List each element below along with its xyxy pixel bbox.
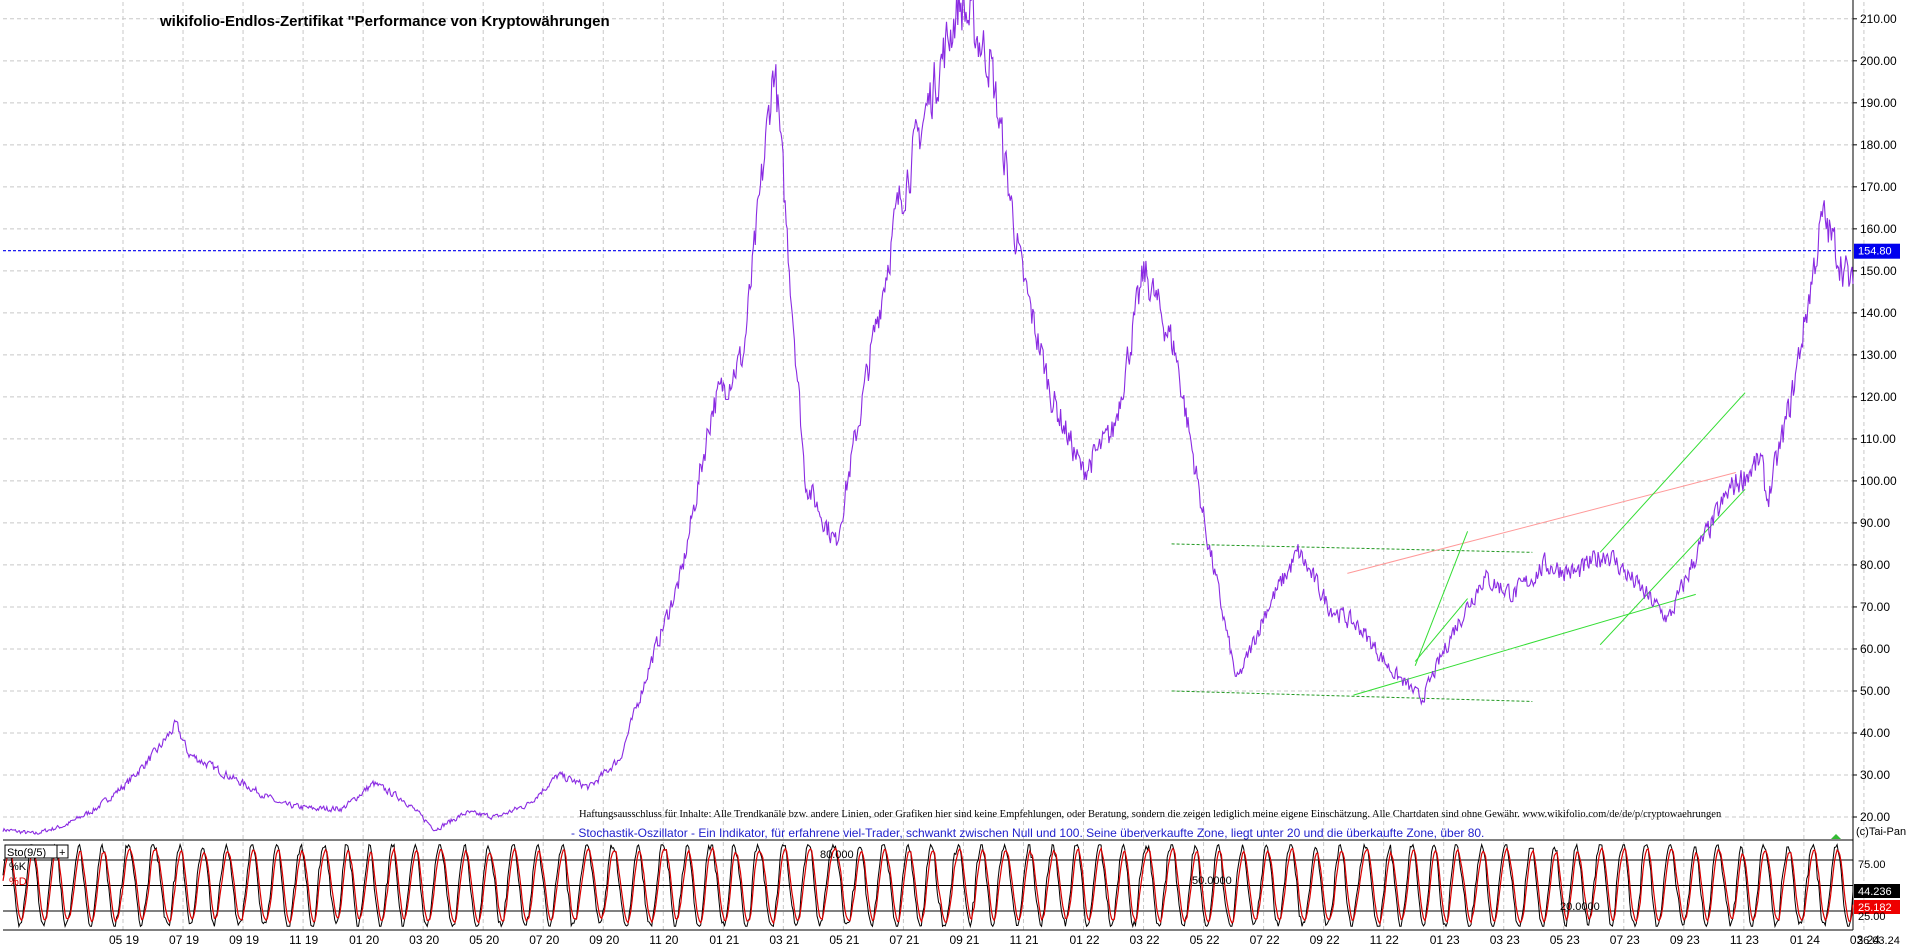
copyright-label: (c)Tai-Pan (1856, 826, 1906, 838)
y-tick-label: 90.00 (1860, 516, 1890, 530)
y-tick-label: 200.00 (1860, 54, 1897, 68)
date-axis: 05 19 07 19 09 19 11 19 01 20 03 20 05 20 07 20… (109, 933, 1880, 947)
x-tick-label: 03 20 (409, 933, 439, 947)
x-tick-label: 01 23 (1430, 933, 1460, 947)
trend-lines (1171, 392, 1746, 702)
x-tick-label: 07 19 (169, 933, 199, 947)
x-tick-label: 05 22 (1190, 933, 1220, 947)
x-tick-label: 09 22 (1310, 933, 1340, 947)
y-tick-label: 160.00 (1860, 222, 1897, 236)
x-tick-label: 09 23 (1670, 933, 1700, 947)
x-tick-label: 11 20 (649, 933, 678, 947)
y-tick-label: 120.00 (1860, 390, 1897, 404)
price-axis: 20.00 30.00 40.00 50.00 60.00 70.00 80.00 90.00… (1853, 12, 1897, 824)
y-tick-label: 110.00 (1860, 432, 1896, 446)
y-tick-label: 40.00 (1860, 726, 1890, 740)
y-tick-label: 180.00 (1860, 138, 1897, 152)
y-tick-label: 190.00 (1860, 96, 1897, 110)
disclaimer-text: Haftungsausschluss für Inhalte: Alle Tre… (579, 809, 1722, 820)
x-tick-label: 09 21 (949, 933, 979, 947)
level-80-label: 80.000 (820, 849, 854, 861)
add-indicator-button[interactable] (56, 844, 69, 859)
x-tick-label: 09 20 (589, 933, 619, 947)
y-tick-label: 20.00 (1860, 810, 1890, 824)
channel-lower-line (1414, 598, 1468, 662)
last-price-badge (1854, 243, 1900, 259)
d-value-badge (1854, 900, 1900, 914)
y-tick-label: 140.00 (1860, 306, 1897, 320)
grid-lines (3, 2, 1865, 930)
x-tick-label: 07 22 (1250, 933, 1280, 947)
y-tick-label: 70.00 (1860, 600, 1890, 614)
y-tick-label: 100.00 (1860, 474, 1897, 488)
y-tick-label: 80.00 (1860, 558, 1890, 572)
x-tick-label: 05 19 (109, 933, 139, 947)
stoch-tick-25: 25.00 (1858, 911, 1886, 923)
support-line (1353, 593, 1696, 696)
y-tick-label: 30.00 (1860, 768, 1890, 782)
x-tick-label: 01 21 (709, 933, 739, 947)
y-tick-label: 60.00 (1860, 642, 1890, 656)
y-tick-label: 50.00 (1860, 684, 1890, 698)
x-tick-label: 03 21 (769, 933, 799, 947)
x-tick-label: 01 22 (1070, 933, 1100, 947)
d-label: %D (9, 876, 27, 888)
chart-title: wikifolio-Endlos-Zertifikat "Performance… (159, 13, 610, 30)
scroll-up-icon[interactable] (1831, 834, 1841, 839)
y-tick-label: 210.00 (1860, 12, 1897, 26)
channel2-upper-line (1599, 392, 1746, 553)
stoch-label: Sto(9/5) (7, 847, 46, 859)
level-50-label: 50.0000 (1192, 875, 1232, 887)
x-tick-label: 09 19 (229, 933, 259, 947)
last-price-label: 154.80 (1858, 246, 1892, 258)
last-date-label: 26.03.24 (1857, 935, 1900, 947)
k-value-badge (1854, 884, 1900, 898)
plus-icon: + (59, 847, 65, 859)
stoch-tick-75: 75.00 (1858, 859, 1886, 871)
channel-upper-line (1414, 531, 1469, 666)
resistance-line (1347, 472, 1736, 574)
d-value: 25.182 (1858, 902, 1892, 914)
k-label: %K (9, 861, 27, 873)
y-tick-label: 170.00 (1860, 180, 1897, 194)
x-tick-label: 11 22 (1370, 933, 1399, 947)
stochastic-note: - Stochastik-Oszillator - Ein Indikator,… (571, 826, 1484, 840)
y-tick-label: 150.00 (1860, 264, 1897, 278)
channel2-lower-line (1599, 488, 1746, 646)
range-top-line (1171, 543, 1533, 553)
x-tick-label: 03 24 (1850, 933, 1880, 947)
x-tick-label: 07 21 (889, 933, 919, 947)
price-line (2, 0, 1854, 835)
range-bottom-line (1171, 690, 1533, 702)
stochastic-panel (2, 842, 1854, 929)
x-tick-label: 01 20 (349, 933, 379, 947)
x-tick-label: 11 21 (1009, 933, 1038, 947)
x-tick-label: 07 23 (1610, 933, 1640, 947)
stoch-d-line (2, 846, 1854, 926)
y-tick-label: 130.00 (1860, 348, 1897, 362)
x-tick-label: 05 20 (469, 933, 499, 947)
k-value: 44.236 (1858, 886, 1892, 898)
x-tick-label: 11 19 (289, 933, 318, 947)
level-20-label: 20.0000 (1560, 901, 1600, 913)
x-tick-label: 03 23 (1490, 933, 1520, 947)
x-tick-label: 01 24 (1790, 933, 1820, 947)
x-tick-label: 11 23 (1730, 933, 1759, 947)
x-tick-label: 05 21 (829, 933, 859, 947)
x-tick-label: 03 22 (1130, 933, 1160, 947)
x-tick-label: 05 23 (1550, 933, 1580, 947)
x-tick-label: 07 20 (529, 933, 559, 947)
